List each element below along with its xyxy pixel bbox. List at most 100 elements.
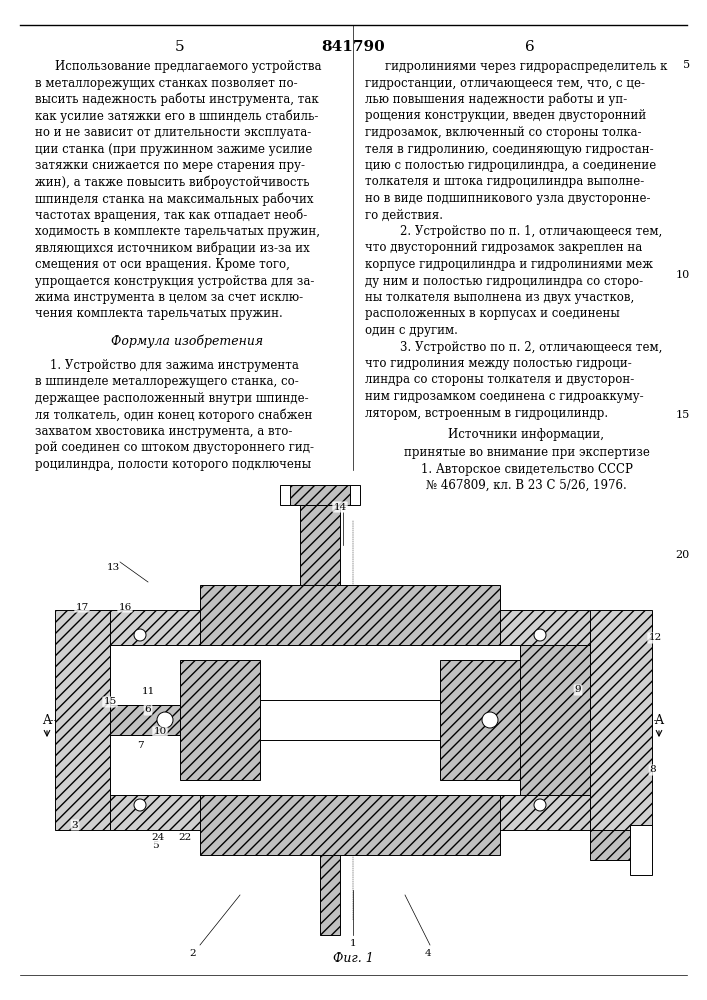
Text: лятором, встроенным в гидроцилиндр.: лятором, встроенным в гидроцилиндр. bbox=[365, 406, 608, 420]
Text: цию с полостью гидроцилиндра, а соединение: цию с полостью гидроцилиндра, а соединен… bbox=[365, 159, 656, 172]
Text: высить надежность работы инструмента, так: высить надежность работы инструмента, та… bbox=[35, 93, 319, 106]
Text: 1: 1 bbox=[350, 938, 356, 948]
Text: 8: 8 bbox=[650, 766, 656, 774]
Text: что двусторонний гидрозамок закреплен на: что двусторонний гидрозамок закреплен на bbox=[365, 241, 642, 254]
Text: № 467809, кл. В 23 С 5/26, 1976.: № 467809, кл. В 23 С 5/26, 1976. bbox=[426, 479, 627, 492]
Text: роцилиндра, полости которого подключены: роцилиндра, полости которого подключены bbox=[35, 458, 311, 471]
Text: но в виде подшипникового узла двусторонне-: но в виде подшипникового узла двусторонн… bbox=[365, 192, 650, 205]
Bar bbox=[200, 585, 500, 645]
Text: 11: 11 bbox=[141, 688, 155, 696]
Bar bbox=[320, 855, 340, 935]
Text: жима инструмента в целом за счет исклю-: жима инструмента в целом за счет исклю- bbox=[35, 291, 303, 304]
Text: ду ним и полостью гидроцилиндра со сторо-: ду ним и полостью гидроцилиндра со сторо… bbox=[365, 274, 643, 288]
Text: 20: 20 bbox=[676, 550, 690, 560]
Bar bbox=[110, 645, 590, 795]
Text: 7: 7 bbox=[136, 740, 144, 750]
Bar bbox=[520, 645, 590, 795]
Text: 14: 14 bbox=[334, 502, 346, 512]
Text: что гидролиния между полостью гидроци-: что гидролиния между полостью гидроци- bbox=[365, 357, 632, 370]
Text: толкателя и штока гидроцилиндра выполне-: толкателя и штока гидроцилиндра выполне- bbox=[365, 176, 644, 188]
Text: Фиг. 1: Фиг. 1 bbox=[332, 952, 373, 965]
Text: 1. Авторское свидетельство СССР: 1. Авторское свидетельство СССР bbox=[421, 462, 633, 476]
Text: ции станка (при пружинном зажиме усилие: ции станка (при пружинном зажиме усилие bbox=[35, 142, 312, 155]
Text: рощения конструкции, введен двусторонний: рощения конструкции, введен двусторонний bbox=[365, 109, 646, 122]
Text: 22: 22 bbox=[178, 834, 192, 842]
Text: гидростанции, отличающееся тем, что, с це-: гидростанции, отличающееся тем, что, с ц… bbox=[365, 77, 645, 90]
Text: расположенных в корпусах и соединены: расположенных в корпусах и соединены bbox=[365, 308, 620, 320]
Bar bbox=[110, 705, 180, 735]
Text: держащее расположенный внутри шпинде-: держащее расположенный внутри шпинде- bbox=[35, 392, 309, 405]
Text: A: A bbox=[655, 714, 663, 726]
Bar bbox=[280, 485, 360, 505]
Bar bbox=[630, 825, 652, 875]
Text: 841790: 841790 bbox=[321, 40, 385, 54]
Text: теля в гидролинию, соединяющую гидростан-: теля в гидролинию, соединяющую гидростан… bbox=[365, 142, 654, 155]
Text: являющихся источником вибрации из-за их: являющихся источником вибрации из-за их bbox=[35, 241, 310, 255]
Text: корпусе гидроцилиндра и гидролиниями меж: корпусе гидроцилиндра и гидролиниями меж bbox=[365, 258, 653, 271]
Text: смещения от оси вращения. Кроме того,: смещения от оси вращения. Кроме того, bbox=[35, 258, 290, 271]
Text: 17: 17 bbox=[76, 602, 88, 611]
Circle shape bbox=[534, 629, 546, 641]
Text: 6: 6 bbox=[145, 706, 151, 714]
Text: упрощается конструкция устройства для за-: упрощается конструкция устройства для за… bbox=[35, 274, 315, 288]
Text: затяжки снижается по мере старения пру-: затяжки снижается по мере старения пру- bbox=[35, 159, 305, 172]
Bar bbox=[20, 470, 687, 970]
Text: ля толкатель, один конец которого снабжен: ля толкатель, один конец которого снабже… bbox=[35, 408, 312, 422]
Circle shape bbox=[482, 712, 498, 728]
Text: 15: 15 bbox=[676, 410, 690, 420]
Text: лью повышения надежности работы и уп-: лью повышения надежности работы и уп- bbox=[365, 93, 627, 106]
Text: 13: 13 bbox=[106, 564, 119, 572]
Text: ны толкателя выполнена из двух участков,: ны толкателя выполнена из двух участков, bbox=[365, 291, 634, 304]
Text: 16: 16 bbox=[118, 602, 132, 611]
Bar bbox=[260, 700, 440, 740]
Text: 15: 15 bbox=[103, 698, 117, 706]
Text: в металлорежущих станках позволяет по-: в металлорежущих станках позволяет по- bbox=[35, 77, 298, 90]
Text: 2: 2 bbox=[189, 948, 197, 958]
Text: один с другим.: один с другим. bbox=[365, 324, 458, 337]
Text: 10: 10 bbox=[153, 728, 167, 736]
Text: захватом хвостовика инструмента, а вто-: захватом хвостовика инструмента, а вто- bbox=[35, 425, 293, 438]
Bar bbox=[200, 795, 500, 855]
Bar bbox=[110, 795, 590, 830]
Text: 5: 5 bbox=[683, 60, 690, 70]
Text: 1. Устройство для зажима инструмента: 1. Устройство для зажима инструмента bbox=[35, 359, 299, 372]
Text: гидрозамок, включенный со стороны толка-: гидрозамок, включенный со стороны толка- bbox=[365, 126, 641, 139]
Circle shape bbox=[134, 799, 146, 811]
Circle shape bbox=[534, 799, 546, 811]
Text: Источники информации,: Источники информации, bbox=[448, 428, 604, 441]
Bar bbox=[300, 505, 340, 585]
Text: частотах вращения, так как отпадает необ-: частотах вращения, так как отпадает необ… bbox=[35, 209, 308, 222]
Bar bbox=[290, 485, 350, 505]
Text: A: A bbox=[42, 714, 52, 726]
Text: в шпинделе металлорежущего станка, со-: в шпинделе металлорежущего станка, со- bbox=[35, 375, 299, 388]
Bar bbox=[180, 660, 260, 780]
Text: го действия.: го действия. bbox=[365, 209, 443, 222]
Text: 2. Устройство по п. 1, отличающееся тем,: 2. Устройство по п. 1, отличающееся тем, bbox=[385, 225, 662, 238]
Bar bbox=[590, 830, 652, 860]
Text: Использование предлагаемого устройства: Использование предлагаемого устройства bbox=[55, 60, 322, 73]
Text: 12: 12 bbox=[648, 634, 662, 643]
Text: 24: 24 bbox=[151, 834, 165, 842]
Text: шпинделя станка на максимальных рабочих: шпинделя станка на максимальных рабочих bbox=[35, 192, 313, 206]
Text: рой соединен со штоком двустороннего гид-: рой соединен со штоком двустороннего гид… bbox=[35, 442, 314, 454]
Bar bbox=[440, 660, 520, 780]
Text: 10: 10 bbox=[676, 270, 690, 280]
Circle shape bbox=[134, 629, 146, 641]
Bar bbox=[55, 610, 110, 830]
Text: Формула изобретения: Формула изобретения bbox=[112, 334, 264, 348]
Text: жин), а также повысить виброустойчивость: жин), а также повысить виброустойчивость bbox=[35, 176, 310, 189]
Text: 4: 4 bbox=[425, 948, 431, 958]
Text: линдра со стороны толкателя и двусторон-: линдра со стороны толкателя и двусторон- bbox=[365, 373, 634, 386]
Text: как усилие затяжки его в шпиндель стабиль-: как усилие затяжки его в шпиндель стабил… bbox=[35, 109, 318, 123]
Text: ним гидрозамком соединена с гидроаккуму-: ним гидрозамком соединена с гидроаккуму- bbox=[365, 390, 643, 403]
Text: ходимость в комплекте тарельчатых пружин,: ходимость в комплекте тарельчатых пружин… bbox=[35, 225, 320, 238]
Text: 3: 3 bbox=[71, 820, 78, 830]
Text: чения комплекта тарельчатых пружин.: чения комплекта тарельчатых пружин. bbox=[35, 308, 283, 320]
Text: 5: 5 bbox=[152, 840, 158, 850]
Circle shape bbox=[157, 712, 173, 728]
Bar bbox=[110, 610, 590, 645]
Text: принятые во внимание при экспертизе: принятые во внимание при экспертизе bbox=[404, 446, 650, 459]
Text: гидролиниями через гидрораспределитель к: гидролиниями через гидрораспределитель к bbox=[385, 60, 667, 73]
Text: 3. Устройство по п. 2, отличающееся тем,: 3. Устройство по п. 2, отличающееся тем, bbox=[385, 340, 662, 354]
Text: но и не зависит от длительности эксплуата-: но и не зависит от длительности эксплуат… bbox=[35, 126, 311, 139]
